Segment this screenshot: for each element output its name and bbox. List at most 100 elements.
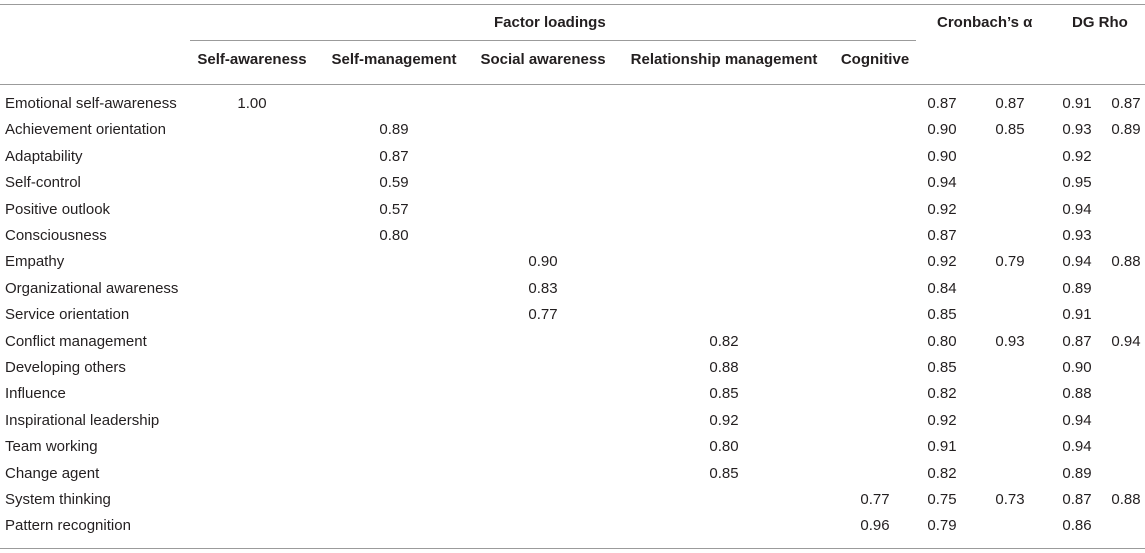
col-header-social-awareness: Social awareness [480, 51, 606, 68]
cronbach-alpha-item: 0.84 [927, 279, 957, 297]
dg-rho-factor: 0.89 [1111, 121, 1141, 139]
row-label: Influence [5, 385, 66, 403]
cronbach-alpha-factor: 0.73 [995, 491, 1025, 508]
cronbach-alpha-item: 0.94 [927, 174, 957, 192]
top-rule [0, 4, 1145, 5]
dg-rho-factor: 0.88 [1111, 491, 1141, 508]
bottom-rule [0, 548, 1145, 549]
cronbach-alpha-item: 0.75 [927, 491, 957, 508]
row-label: Adaptability [5, 147, 83, 165]
row-label: Developing others [5, 359, 126, 376]
cronbach-alpha-item: 0.85 [927, 306, 957, 324]
row-label: Consciousness [5, 227, 107, 244]
factor-loading: 0.82 [709, 332, 739, 350]
dg-rho-item: 0.92 [1062, 147, 1092, 165]
dg-rho-item: 0.88 [1062, 385, 1092, 403]
dg-rho-item: 0.87 [1062, 491, 1092, 508]
table-row: Conflict management 0.82 0.80 0.93 0.87 0.94 [0, 329, 1145, 355]
cronbach-alpha-item: 0.90 [927, 121, 957, 139]
table-row: System thinking 0.77 0.75 0.73 0.87 0.88 [0, 487, 1145, 513]
cronbach-alpha-item: 0.92 [927, 200, 957, 218]
table-row: Self-control 0.59 0.94 0.95 [0, 170, 1145, 196]
row-label: Inspirational leadership [5, 411, 160, 429]
dg-rho-item: 0.89 [1062, 464, 1092, 482]
row-label: Change agent [5, 464, 100, 482]
col-header-relationship-management: Relationship management [630, 51, 818, 68]
factor-loading: 0.88 [709, 359, 739, 376]
cronbach-alpha-item: 0.92 [927, 253, 957, 271]
table-row: Developing others 0.88 0.85 0.90 [0, 355, 1145, 381]
cronbach-alpha-item: 0.91 [927, 438, 957, 456]
cronbach-alpha-item: 0.85 [927, 359, 957, 376]
dg-rho-item: 0.93 [1062, 227, 1092, 244]
table-row: Inspirational leadership 0.92 0.92 0.94 [0, 408, 1145, 434]
cronbach-alpha-factor: 0.85 [995, 121, 1025, 139]
dg-rho-item: 0.91 [1062, 306, 1092, 324]
factor-loadings-header: Factor loadings [494, 14, 606, 31]
cronbach-alpha-factor: 0.79 [995, 253, 1025, 271]
table-row: Service orientation 0.77 0.85 0.91 [0, 302, 1145, 328]
header-rule [0, 84, 1145, 85]
row-label: Positive outlook [5, 200, 111, 218]
row-label: Emotional self-awareness [5, 95, 177, 112]
cronbach-alpha-item: 0.90 [927, 147, 957, 165]
factor-loading: 1.00 [237, 95, 267, 112]
row-label: Pattern recognition [5, 517, 131, 535]
factor-loading: 0.92 [709, 411, 739, 429]
factor-loading: 0.59 [379, 174, 409, 192]
factor-loadings-underline [190, 40, 916, 41]
dg-rho-item: 0.86 [1062, 517, 1092, 535]
dg-rho-item: 0.94 [1062, 411, 1092, 429]
dg-rho-item: 0.91 [1062, 95, 1092, 112]
row-label: Conflict management [5, 332, 147, 350]
cronbach-alpha-item: 0.80 [927, 332, 957, 350]
factor-loading: 0.80 [379, 227, 409, 244]
factor-loading: 0.90 [528, 253, 558, 271]
table-row: Consciousness 0.80 0.87 0.93 [0, 223, 1145, 249]
cronbach-alpha-item: 0.92 [927, 411, 957, 429]
table-row: Team working 0.80 0.91 0.94 [0, 434, 1145, 460]
table-row: Achievement orientation 0.89 0.90 0.85 0.93 0… [0, 117, 1145, 143]
factor-loading: 0.77 [528, 306, 558, 324]
dg-rho-item: 0.87 [1062, 332, 1092, 350]
factor-loading: 0.87 [379, 147, 409, 165]
table-row: Emotional self-awareness 1.00 0.87 0.87 0.91… [0, 91, 1145, 117]
factor-loading: 0.85 [709, 464, 739, 482]
dg-rho-header: DG Rho [1072, 14, 1128, 31]
col-header-self-management: Self-management [331, 51, 457, 68]
table-row: Positive outlook 0.57 0.92 0.94 [0, 197, 1145, 223]
row-label: Service orientation [5, 306, 130, 324]
col-header-self-awareness: Self-awareness [197, 51, 307, 68]
factor-loading: 0.77 [860, 491, 890, 508]
factor-loading: 0.89 [379, 121, 409, 139]
dg-rho-item: 0.90 [1062, 359, 1092, 376]
cronbach-alpha-item: 0.87 [927, 95, 957, 112]
cronbach-alpha-factor: 0.87 [995, 95, 1025, 112]
table-row: Change agent 0.85 0.82 0.89 [0, 461, 1145, 487]
dg-rho-factor: 0.87 [1111, 95, 1141, 112]
col-header-cognitive: Cognitive [840, 51, 910, 68]
row-label: Self-control [5, 174, 81, 192]
dg-rho-item: 0.93 [1062, 121, 1092, 139]
factor-loading: 0.85 [709, 385, 739, 403]
factor-loading: 0.96 [860, 517, 890, 535]
dg-rho-item: 0.95 [1062, 174, 1092, 192]
dg-rho-factor: 0.88 [1111, 253, 1141, 271]
row-label: Empathy [5, 253, 65, 271]
table-row: Pattern recognition 0.96 0.79 0.86 [0, 513, 1145, 539]
dg-rho-item: 0.94 [1062, 200, 1092, 218]
factor-loading: 0.80 [709, 438, 739, 456]
row-label: Organizational awareness [5, 279, 179, 297]
dg-rho-item: 0.94 [1062, 253, 1092, 271]
cronbach-alpha-factor: 0.93 [995, 332, 1025, 350]
cronbach-alpha-item: 0.82 [927, 464, 957, 482]
row-label: System thinking [5, 491, 111, 508]
dg-rho-item: 0.89 [1062, 279, 1092, 297]
factor-loading: 0.57 [379, 200, 409, 218]
dg-rho-factor: 0.94 [1111, 332, 1141, 350]
cronbach-alpha-item: 0.82 [927, 385, 957, 403]
table-row: Influence 0.85 0.82 0.88 [0, 381, 1145, 407]
row-label: Achievement orientation [5, 121, 166, 139]
cronbach-alpha-item: 0.87 [927, 227, 957, 244]
